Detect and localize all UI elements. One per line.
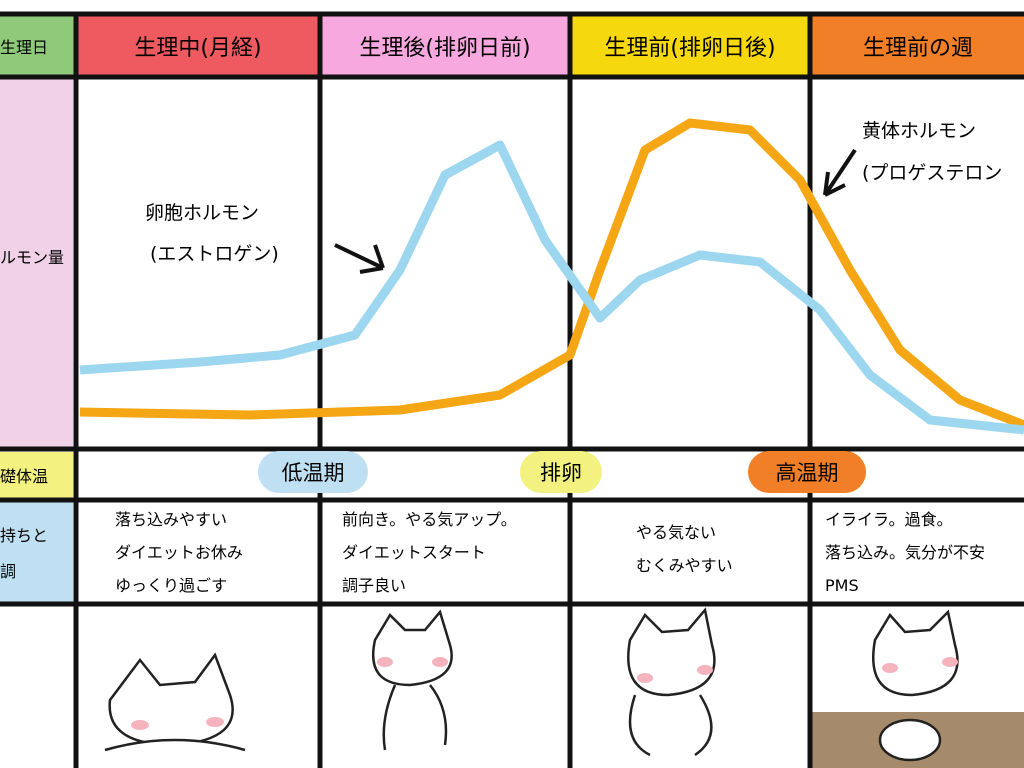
note: 落ち込みやすい [115, 510, 228, 529]
row-header: 生理日 [0, 38, 49, 57]
grid [0, 11, 1024, 768]
row-header: 調 [0, 562, 17, 581]
notes: 落ち込みやすい ダイエットお休み ゆっくり過ごす [115, 503, 243, 602]
note: むくみやすい [636, 556, 733, 575]
temperature-phase: 低温期 [258, 451, 368, 493]
row-header: ルモン量 [0, 248, 65, 267]
notes: イライラ。過食。 落ち込み。気分が不安 PMS [825, 503, 1024, 602]
row-bg [0, 452, 73, 498]
column-header: 生理後(排卵日前) [359, 36, 531, 61]
hormone-label: 卵胞ホルモン [145, 202, 260, 224]
row-bg [0, 78, 73, 448]
column-header: 生理中(月経) [134, 36, 262, 61]
notes: やる気ない むくみやすい [636, 516, 733, 582]
temperature-phase: 排卵 [520, 451, 602, 493]
column-header: 生理前の週 [862, 36, 973, 61]
hormone-label: (プロゲステロン [862, 162, 1003, 184]
note: 前向き。やる気アップ。 [342, 510, 517, 529]
note: 落ち込み。気分が不安 [825, 543, 986, 562]
temperature-phase: 高温期 [748, 451, 866, 493]
row-bg [0, 502, 73, 602]
cat-cheeks [131, 657, 958, 730]
note: ダイエットスタート [342, 543, 486, 562]
hormone-label: (エストロゲン) [150, 243, 279, 265]
note: やる気ない [636, 523, 717, 542]
estrogen-curve [79, 140, 1024, 435]
note: 調子良い [342, 576, 407, 595]
note: ゆっくり過ごす [115, 576, 228, 595]
notes: 前向き。やる気アップ。 ダイエットスタート 調子良い [342, 503, 517, 602]
header-bg [0, 15, 75, 75]
arrow [334, 243, 385, 274]
note: イライラ。過食。 [825, 510, 953, 529]
header-bg [572, 15, 808, 75]
header-bg [812, 15, 1024, 75]
row-header: 持ちと [0, 526, 49, 545]
note: PMS [825, 576, 859, 595]
header-bg [322, 15, 568, 75]
row-header: 礎体温 [0, 467, 49, 486]
column-header: 生理前(排卵日後) [604, 36, 776, 61]
note: ダイエットお休み [115, 543, 243, 562]
progesterone-curve [79, 118, 1024, 430]
header-bg [78, 15, 318, 75]
hormone-label: 黄体ホルモン [862, 120, 977, 142]
arrow [823, 148, 857, 197]
